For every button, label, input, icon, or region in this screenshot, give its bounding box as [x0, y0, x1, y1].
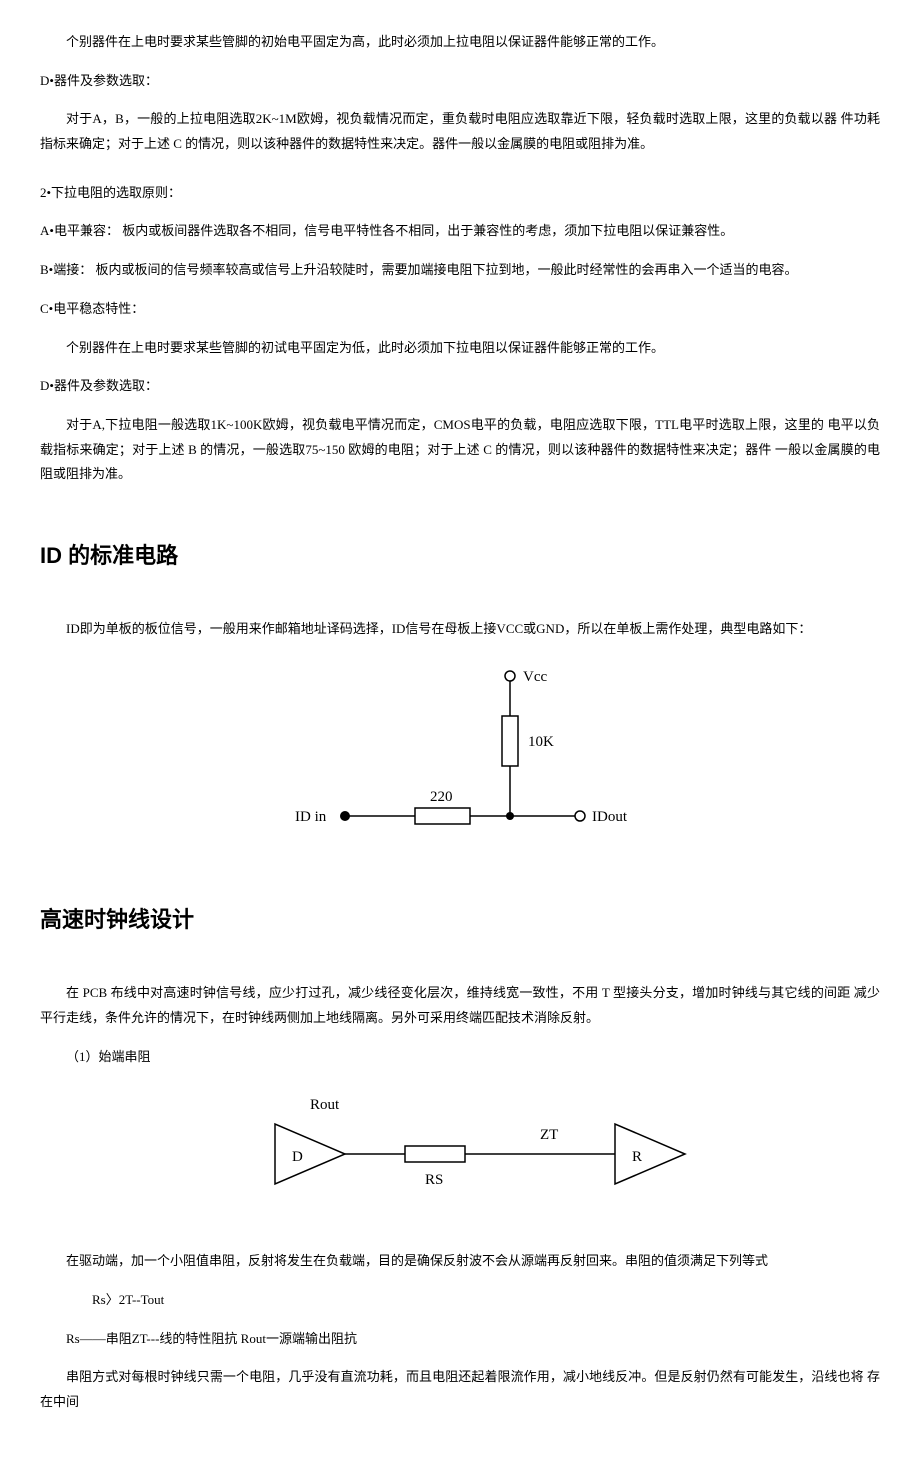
r-label: R — [632, 1149, 642, 1165]
list-label-b: B•端接： 板内或板间的信号频率较高或信号上升沿较陡时，需要加端接电阻下拉到地，… — [40, 258, 880, 283]
list-label-d: D•器件及参数选取： — [40, 69, 880, 94]
driver-buffer — [275, 1124, 345, 1184]
id-circuit-svg: Vcc 10K IDout 220 ID in — [280, 661, 640, 851]
idin-terminal — [340, 811, 350, 821]
receiver-buffer — [615, 1124, 685, 1184]
body-text: ID即为单板的板位信号，一般用来作邮箱地址译码选择，ID信号在母板上接VCC或G… — [40, 617, 880, 642]
figure-series-termination: Rout D RS ZT R — [40, 1089, 880, 1219]
heading-clock-design: 高速时钟线设计 — [40, 899, 880, 941]
idout-terminal — [575, 811, 585, 821]
figure-id-circuit: Vcc 10K IDout 220 ID in — [40, 661, 880, 851]
list-label-a: A•电平兼容： 板内或板间器件选取各不相同，信号电平特性各不相同，出于兼容性的考… — [40, 219, 880, 244]
resistor-10k — [502, 716, 518, 766]
zt-label: ZT — [540, 1127, 558, 1143]
vcc-terminal — [505, 671, 515, 681]
body-text: 在驱动端，加一个小阻值串阻，反射将发生在负载端，目的是确保反射波不会从源端再反射… — [40, 1249, 880, 1274]
r-220-label: 220 — [430, 789, 453, 805]
r-10k-label: 10K — [528, 734, 554, 750]
idin-label: ID in — [295, 809, 327, 825]
body-text: 个别器件在上电时要求某些管脚的初始电平固定为高，此时必须加上拉电阻以保证器件能够… — [40, 30, 880, 55]
body-text: 串阻方式对每根时钟线只需一个电阻，几乎没有直流功耗，而且电阻还起着限流作用，减小… — [40, 1365, 880, 1414]
rs-label: RS — [425, 1172, 443, 1188]
resistor-220 — [415, 808, 470, 824]
body-text: 对于A，B，一般的上拉电阻选取2K~1M欧姆，视负载情况而定，重负载时电阻应选取… — [40, 107, 880, 156]
idout-label: IDout — [592, 809, 628, 825]
list-item-1: （1）始端串阻 — [40, 1045, 880, 1070]
resistor-rs — [405, 1146, 465, 1162]
body-text: 在 PCB 布线中对高速时钟信号线，应少打过孔，减少线径变化层次，维持线宽一致性… — [40, 981, 880, 1030]
heading-id-circuit: ID 的标准电路 — [40, 535, 880, 577]
list-label-2: 2•下拉电阻的选取原则： — [40, 181, 880, 206]
list-label-c: C•电平稳态特性： — [40, 297, 880, 322]
vcc-label: Vcc — [523, 669, 547, 685]
list-label-d2: D•器件及参数选取： — [40, 374, 880, 399]
body-text: 对于A,下拉电阻一般选取1K~100K欧姆，视负载电平情况而定，CMOS电平的负… — [40, 413, 880, 487]
formula-text: Rs〉2T--Tout — [40, 1288, 880, 1313]
series-term-svg: Rout D RS ZT R — [220, 1089, 700, 1219]
formula-defs: Rs——串阻ZT---线的特性阻抗 Rout一源端输出阻抗 — [40, 1327, 880, 1352]
rout-label: Rout — [310, 1097, 340, 1113]
d-label: D — [292, 1149, 303, 1165]
body-text: 个别器件在上电时要求某些管脚的初试电平固定为低，此时必须加下拉电阻以保证器件能够… — [40, 336, 880, 361]
